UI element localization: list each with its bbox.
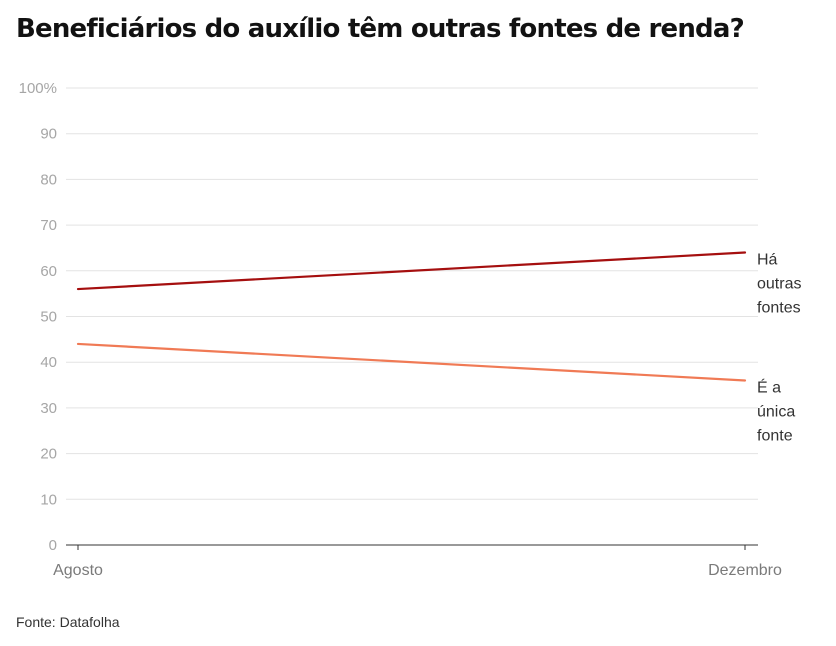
series-label-line: Há [757,252,778,269]
y-tick-label: 20 [40,446,57,463]
y-tick-label: 30 [40,400,57,417]
series-line [76,251,747,291]
series-labels: Há outras fontes É a única fonte [757,252,801,445]
x-tick-label: Agosto [53,562,103,579]
y-tick-label: 40 [40,354,57,371]
y-tick-label: 80 [40,171,57,188]
y-tick-label: 70 [40,217,57,234]
y-tick-label: 0 [49,537,57,554]
series-label: É a única fonte [757,377,795,444]
gridlines [66,87,758,500]
series-label: Há outras fontes [757,252,801,317]
y-tick-label: 90 [40,126,57,143]
chart-title: Beneficiários do auxílio têm outras font… [16,14,745,44]
source-note: Fonte: Datafolha [16,614,120,630]
series-label-line: fontes [757,300,801,317]
x-axis: Agosto Dezembro [53,544,782,579]
y-tick-label: 60 [40,263,57,280]
x-tick-label: Dezembro [708,562,782,579]
series-label-line: outras [757,276,801,293]
series-line [76,342,747,382]
series-group [76,251,747,382]
y-axis-ticks: 0 10 20 30 40 50 60 70 80 90 100% [19,80,57,554]
y-tick-label: 50 [40,309,57,326]
series-label-line: É a [757,377,781,396]
series-label-line: única [757,403,795,420]
y-tick-label: 10 [40,491,57,508]
y-tick-label: 100% [19,80,57,97]
series-label-line: fonte [757,427,793,444]
